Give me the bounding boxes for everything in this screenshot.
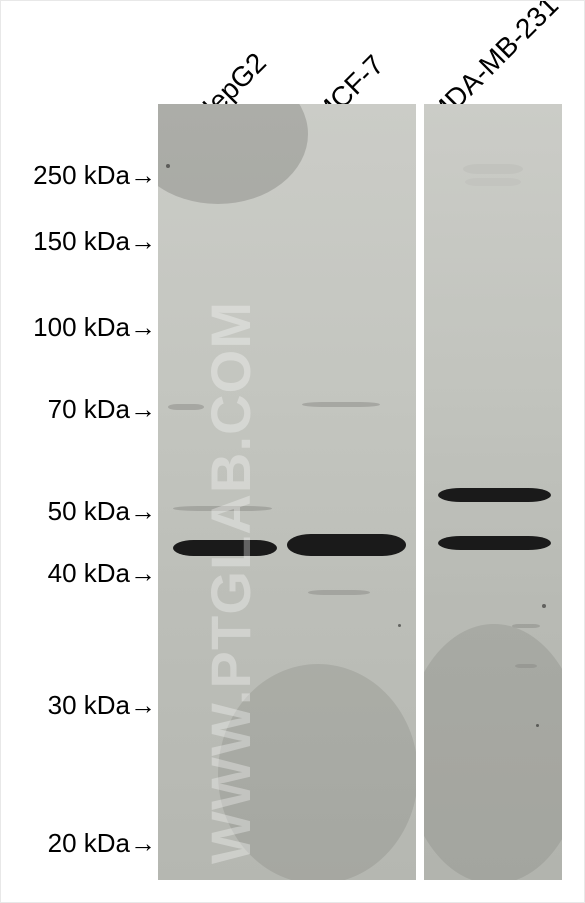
band-hepg2-44kda bbox=[173, 540, 276, 556]
speck bbox=[166, 164, 170, 168]
band-mda-highmw-smear2 bbox=[465, 178, 520, 186]
marker-100kda: 100 kDa→ bbox=[33, 312, 156, 343]
smudge bbox=[158, 104, 308, 204]
speck bbox=[398, 624, 401, 627]
band-mda-faint-2 bbox=[515, 664, 537, 668]
band-mda-52kda bbox=[438, 488, 551, 502]
marker-40kda: 40 kDa→ bbox=[48, 558, 156, 589]
marker-150kda: 150 kDa→ bbox=[33, 226, 156, 257]
speck bbox=[536, 724, 539, 727]
speck bbox=[542, 604, 546, 608]
blot-panel-left: WWW.PTGLAB.COM bbox=[158, 104, 416, 880]
marker-50kda: 50 kDa→ bbox=[48, 496, 156, 527]
marker-70kda: 70 kDa→ bbox=[48, 394, 156, 425]
band-mda-highmw-smear bbox=[463, 164, 524, 174]
band-hepg2-highmw-faint bbox=[168, 404, 204, 410]
marker-20kda: 20 kDa→ bbox=[48, 828, 156, 859]
band-hepg2-50kda-faint bbox=[173, 506, 271, 511]
marker-30kda: 30 kDa→ bbox=[48, 690, 156, 721]
band-mcf7-70kda-faint bbox=[302, 402, 379, 407]
band-mcf7-44kda bbox=[287, 534, 406, 556]
band-mcf7-38kda-faint bbox=[308, 590, 370, 595]
band-mda-faint-1 bbox=[512, 624, 540, 628]
western-blot-figure: HepG2 MCF-7 MDA-MB-231 250 kDa→ 150 kDa→… bbox=[0, 0, 585, 903]
band-mda-45kda bbox=[438, 536, 551, 550]
smudge bbox=[218, 664, 416, 880]
smudge bbox=[424, 624, 562, 880]
marker-250kda: 250 kDa→ bbox=[33, 160, 156, 191]
blot-panel-right bbox=[424, 104, 562, 880]
